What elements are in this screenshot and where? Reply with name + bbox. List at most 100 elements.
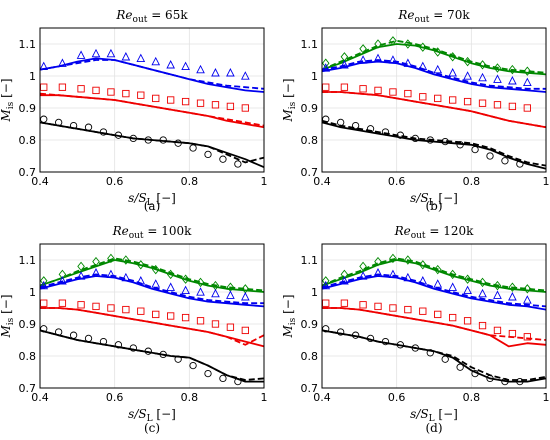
data-point — [501, 377, 509, 386]
data-point — [196, 277, 205, 288]
data-point — [40, 83, 48, 91]
data-point — [152, 310, 160, 319]
chart-title: Reout = 70k — [397, 8, 470, 25]
data-point — [441, 355, 449, 363]
data-point — [91, 48, 101, 58]
data-point — [107, 304, 115, 312]
data-point — [174, 355, 182, 363]
series-circle — [321, 115, 547, 170]
data-point — [389, 88, 397, 96]
y-axis-label: Mis [−] — [281, 294, 298, 338]
series-square — [40, 299, 265, 348]
data-point — [196, 64, 205, 74]
data-point — [58, 269, 67, 280]
data-point — [114, 131, 123, 139]
data-point — [76, 271, 86, 280]
y-axis-label: Mis [−] — [0, 78, 16, 122]
data-point — [389, 36, 397, 46]
data-point — [322, 299, 330, 307]
data-point — [196, 287, 205, 296]
data-point — [196, 99, 205, 107]
data-point — [321, 280, 331, 290]
data-point — [136, 276, 146, 285]
data-point — [151, 264, 160, 275]
data-point — [411, 344, 419, 352]
data-point — [419, 93, 427, 101]
data-point — [40, 115, 48, 123]
data-point — [92, 302, 100, 311]
data-point — [404, 305, 412, 314]
series-line-solid — [321, 43, 547, 76]
series-line-dashed — [39, 121, 265, 164]
data-point — [167, 96, 175, 104]
data-point — [189, 361, 197, 370]
y-tick-label: 0.9 — [19, 318, 37, 331]
data-point — [359, 44, 367, 54]
data-point — [433, 264, 442, 275]
series-line-dashed — [321, 273, 547, 308]
chart-panel-2: 0.4 0.6 0.8 1 0.7 0.8 0.9 1 1.1 Reout = 70k s/SL [… — [281, 8, 550, 213]
data-point — [122, 255, 130, 265]
data-point — [167, 312, 175, 320]
chart-panel-3: 0.4 0.6 0.8 1 0.7 0.8 0.9 1 1.1 Reout = 100k s/SL … — [0, 224, 268, 435]
data-point — [58, 58, 67, 67]
data-point — [137, 260, 145, 270]
data-point — [322, 83, 330, 91]
data-point — [522, 295, 532, 304]
data-point — [144, 347, 152, 355]
data-point — [226, 323, 235, 331]
data-point — [381, 128, 390, 136]
y-tick-label: 1.1 — [19, 38, 37, 51]
data-point — [211, 320, 220, 328]
data-point — [340, 83, 349, 91]
data-point — [366, 125, 375, 133]
data-point — [58, 299, 67, 307]
panel-caption: (c) — [144, 421, 160, 435]
data-point — [486, 152, 494, 160]
data-point — [129, 134, 137, 143]
data-point — [55, 328, 63, 336]
data-point — [381, 337, 390, 346]
data-point — [374, 39, 382, 49]
x-tick-label: 0.8 — [463, 175, 481, 188]
panel-caption: (b) — [425, 199, 442, 213]
data-point — [241, 104, 249, 112]
y-tick-label: 1.1 — [301, 38, 319, 51]
x-tick-label: 0.4 — [313, 391, 331, 404]
data-point — [418, 61, 428, 71]
data-point — [69, 331, 78, 339]
data-point — [234, 377, 242, 386]
data-point — [508, 64, 517, 75]
data-point — [433, 47, 442, 57]
panel-caption: (a) — [144, 199, 161, 213]
data-point — [493, 101, 502, 109]
data-point — [340, 299, 349, 307]
x-axis-label: s/SL [−] — [128, 407, 176, 424]
data-point — [426, 136, 434, 144]
data-point — [419, 307, 427, 315]
data-point — [137, 307, 145, 315]
series-diamond — [321, 36, 547, 76]
data-point — [69, 121, 78, 130]
y-tick-label: 0.8 — [19, 134, 37, 147]
series-line-dashed — [321, 257, 547, 292]
data-point — [58, 276, 67, 285]
series-triangle — [39, 48, 265, 93]
data-point — [181, 313, 190, 322]
data-point — [196, 317, 205, 325]
y-tick-label: 1.1 — [19, 254, 37, 267]
data-point — [174, 139, 182, 147]
series-line-dashed — [40, 307, 265, 346]
data-point — [340, 276, 349, 285]
data-point — [493, 63, 502, 73]
data-point — [388, 55, 398, 64]
series-line-solid — [39, 259, 265, 293]
x-axis-label: s/SL [−] — [410, 407, 458, 424]
series-circle — [39, 325, 265, 386]
data-point — [448, 282, 458, 291]
x-tick-label: 0.8 — [181, 391, 199, 404]
data-point — [337, 118, 345, 127]
series-line-dashed — [322, 307, 547, 341]
data-point — [39, 276, 48, 286]
data-point — [159, 350, 167, 359]
